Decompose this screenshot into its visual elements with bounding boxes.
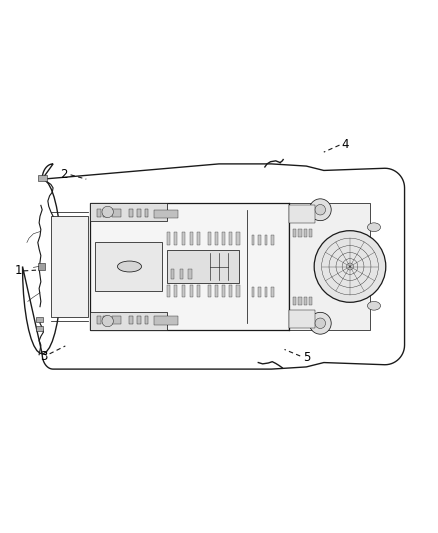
Bar — [258, 235, 261, 245]
Bar — [103, 209, 108, 217]
Bar — [112, 316, 121, 324]
Bar — [293, 229, 296, 237]
Text: 5: 5 — [303, 351, 310, 364]
Polygon shape — [22, 164, 405, 369]
Circle shape — [102, 316, 113, 327]
Bar — [166, 250, 239, 283]
Text: 2: 2 — [60, 168, 68, 181]
Bar — [95, 243, 162, 290]
Bar — [90, 312, 166, 330]
Bar — [171, 269, 174, 279]
Bar — [174, 232, 177, 245]
Bar — [90, 203, 166, 221]
Bar — [190, 285, 193, 297]
Ellipse shape — [117, 261, 141, 272]
Text: 4: 4 — [342, 138, 350, 151]
Ellipse shape — [367, 223, 381, 231]
Bar — [103, 316, 108, 324]
Bar — [252, 235, 254, 245]
Circle shape — [314, 231, 386, 302]
Bar — [130, 316, 133, 324]
Bar — [230, 285, 233, 297]
Bar — [304, 297, 307, 305]
Bar — [97, 316, 101, 324]
Bar — [298, 229, 301, 237]
Bar — [252, 287, 254, 297]
Bar — [51, 216, 88, 317]
Bar — [112, 209, 121, 217]
Bar — [293, 297, 296, 305]
Bar — [190, 232, 193, 245]
Bar — [265, 235, 268, 245]
Bar — [38, 263, 45, 270]
Bar — [258, 287, 261, 297]
Bar — [197, 232, 200, 245]
Bar — [182, 285, 185, 297]
Bar — [309, 297, 312, 305]
Bar — [272, 235, 274, 245]
Text: 3: 3 — [40, 350, 47, 362]
Bar — [153, 210, 177, 219]
Bar — [130, 209, 133, 217]
Bar — [237, 285, 240, 297]
Ellipse shape — [367, 302, 381, 310]
Bar — [145, 316, 148, 324]
Bar — [166, 232, 170, 245]
Circle shape — [309, 199, 331, 221]
Bar — [38, 175, 46, 181]
Text: 1: 1 — [14, 264, 22, 277]
Bar — [222, 285, 225, 297]
Bar — [182, 232, 185, 245]
Bar — [237, 232, 240, 245]
Bar — [145, 209, 148, 217]
Bar — [298, 297, 301, 305]
Bar — [230, 232, 233, 245]
Circle shape — [315, 318, 325, 328]
Bar — [36, 326, 43, 331]
Bar — [309, 229, 312, 237]
Bar — [304, 229, 307, 237]
Bar — [265, 287, 268, 297]
Bar — [289, 205, 315, 223]
Bar — [174, 285, 177, 297]
Bar — [166, 285, 170, 297]
Circle shape — [315, 205, 325, 215]
Bar — [272, 287, 274, 297]
Bar — [188, 269, 192, 279]
Bar — [180, 269, 183, 279]
Bar — [208, 285, 211, 297]
Bar — [197, 285, 200, 297]
Bar — [137, 316, 141, 324]
Bar — [222, 232, 225, 245]
Bar — [215, 232, 218, 245]
Circle shape — [102, 206, 113, 217]
Bar — [153, 316, 177, 325]
Bar — [289, 310, 315, 328]
Bar — [289, 203, 370, 330]
Bar — [215, 285, 218, 297]
Bar — [137, 209, 141, 217]
Bar — [97, 209, 101, 217]
Bar — [36, 317, 43, 322]
Circle shape — [309, 312, 331, 334]
Bar — [208, 232, 211, 245]
Bar — [90, 203, 289, 330]
